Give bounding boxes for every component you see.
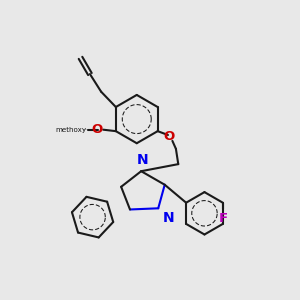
Text: O: O xyxy=(164,130,175,143)
Text: N: N xyxy=(163,211,175,225)
Text: methoxy: methoxy xyxy=(56,127,87,133)
Text: O: O xyxy=(91,123,102,136)
Text: N: N xyxy=(136,153,148,167)
Text: F: F xyxy=(218,212,227,225)
Text: methoxy: methoxy xyxy=(83,129,89,130)
